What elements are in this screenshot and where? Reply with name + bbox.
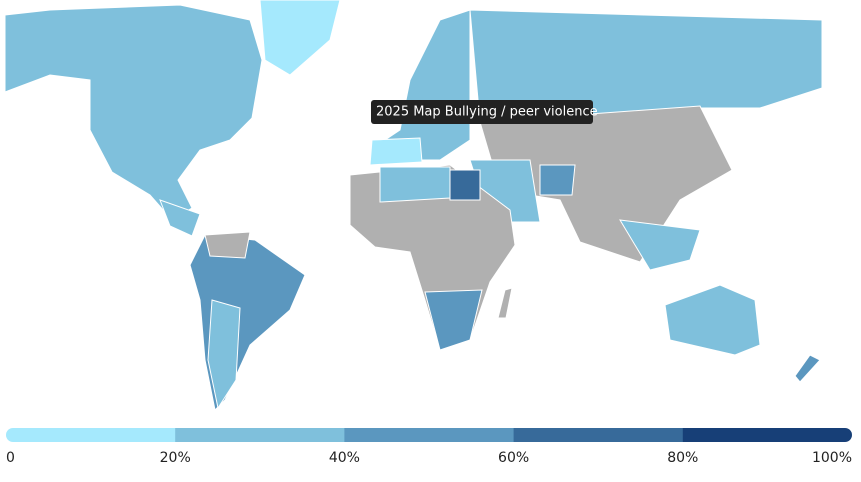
country bbox=[259, 0, 341, 76]
legend-swatch bbox=[513, 428, 684, 442]
country bbox=[4, 4, 263, 221]
legend-tick-label: 20% bbox=[160, 450, 191, 466]
tooltip-box bbox=[371, 100, 593, 124]
legend-swatch bbox=[344, 428, 515, 442]
country bbox=[619, 219, 701, 271]
legend-tick-label: 60% bbox=[498, 450, 529, 466]
tooltip: 2025 Map Bullying / peer violence bbox=[371, 100, 598, 124]
country bbox=[794, 354, 821, 383]
legend-tick-label: 0 bbox=[6, 450, 15, 466]
country bbox=[664, 284, 761, 356]
legend-swatch bbox=[6, 428, 176, 442]
country bbox=[204, 231, 251, 259]
country bbox=[369, 137, 423, 166]
legend: 0 20% 40% 60% 80% 100% bbox=[6, 428, 852, 466]
country bbox=[379, 166, 451, 203]
legend-swatch bbox=[175, 428, 345, 442]
country bbox=[539, 164, 576, 196]
tooltip-text: 2025 Map Bullying / peer violence bbox=[376, 105, 598, 120]
legend-tick-label: 40% bbox=[329, 450, 360, 466]
country bbox=[497, 287, 513, 319]
legend-tick-label: 80% bbox=[667, 450, 698, 466]
country bbox=[207, 299, 241, 410]
country bbox=[424, 289, 483, 351]
legend-tick-label: 100% bbox=[812, 450, 852, 466]
world-map bbox=[4, 0, 823, 412]
country bbox=[449, 169, 481, 201]
country bbox=[189, 234, 306, 412]
legend-swatch bbox=[682, 428, 852, 442]
country bbox=[159, 199, 201, 237]
